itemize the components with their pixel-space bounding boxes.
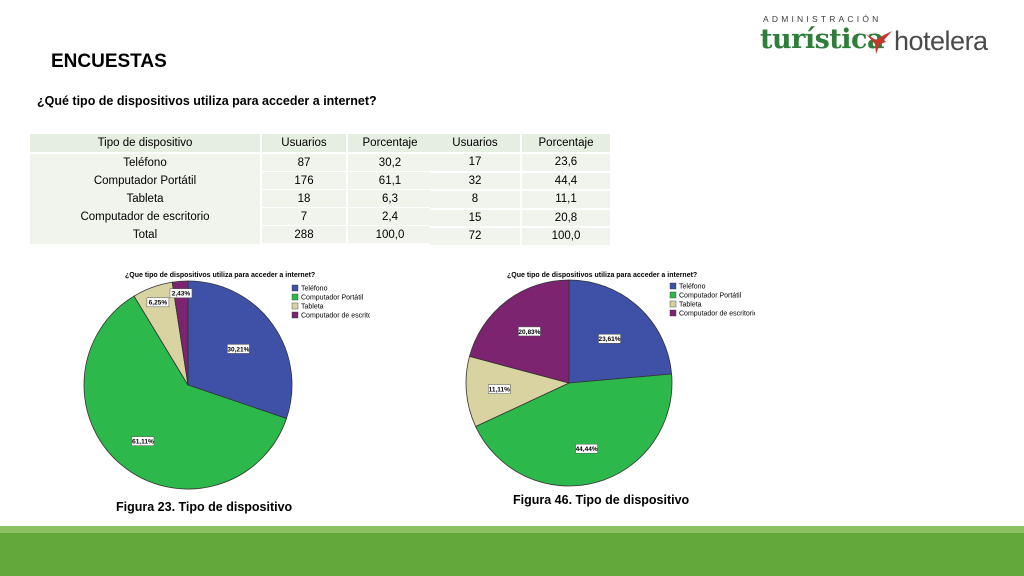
- legend-swatch: [669, 309, 677, 317]
- device-table-2: Usuarios Porcentaje 17 23,6 32 44,4 8 11…: [430, 134, 612, 247]
- survey-question: ¿Qué tipo de dispositivos utiliza para a…: [37, 94, 377, 108]
- chart-title: ¿Que tipo de dispositivos utiliza para a…: [125, 272, 315, 279]
- device-table-1: Tipo de dispositivo Usuarios Porcentaje …: [30, 134, 434, 244]
- table-row: 72 100,0: [430, 228, 612, 247]
- table-row: 17 23,6: [430, 154, 612, 173]
- table-header: Usuarios: [430, 134, 522, 154]
- data-label-box: [146, 297, 170, 308]
- table-row: Total 288 100,0: [30, 226, 434, 244]
- footer-strip: [0, 526, 1024, 533]
- figure-caption-1: Figura 23. Tipo de dispositivo: [116, 500, 293, 514]
- pie-slice-2: [475, 373, 673, 487]
- table-cell: 44,4: [522, 172, 612, 191]
- legend-label: Tableta: [679, 302, 702, 309]
- table-cell: 6,3: [348, 190, 434, 208]
- brand-logo: ADMINISTRACIÓN turística hotelera: [760, 12, 1010, 62]
- table-cell: 100,0: [522, 228, 612, 247]
- logo-right-text: hotelera: [894, 26, 988, 56]
- legend-swatch: [669, 291, 677, 299]
- table-cell: 20,8: [522, 209, 612, 228]
- pie-slice-1: [568, 279, 673, 384]
- table-cell: Computador de escritorio: [30, 208, 262, 226]
- table-row: Computador Portátil 176 61,1: [30, 172, 434, 190]
- chart-title: ¿Que tipo de dispositivos utiliza para a…: [507, 272, 697, 279]
- table-row: 8 11,1: [430, 191, 612, 210]
- data-label-box: [169, 288, 193, 299]
- data-label-box: [598, 334, 621, 344]
- table-cell: 72: [430, 228, 522, 247]
- table-row: Teléfono 87 30,2: [30, 154, 434, 172]
- hummingbird-icon: [866, 31, 892, 54]
- table-header: Tipo de dispositivo: [30, 134, 262, 154]
- legend-swatch: [291, 284, 299, 292]
- data-label: 61,11%: [132, 439, 154, 446]
- table-row: 15 20,8: [430, 209, 612, 228]
- legend-label: Computador de escritorio: [301, 313, 370, 320]
- data-label: 11,11%: [489, 386, 511, 393]
- legend-label: Computador Portátil: [301, 295, 364, 302]
- legend-swatch: [291, 311, 299, 319]
- data-label-box: [575, 443, 598, 454]
- figure-caption-2: Figura 46. Tipo de dispositivo: [513, 493, 690, 507]
- legend-swatch: [291, 302, 299, 310]
- legend-label: Teléfono: [301, 286, 328, 293]
- pie-chart-2: ¿Que tipo de dispositivos utiliza para a…: [465, 272, 755, 487]
- data-label-box: [488, 384, 511, 394]
- table-cell: 30,2: [348, 154, 434, 172]
- table-cell: 7: [262, 208, 348, 226]
- data-label: 20,83%: [518, 329, 540, 336]
- table-cell: Computador Portátil: [30, 172, 262, 190]
- table-row: Computador de escritorio 7 2,4: [30, 208, 434, 226]
- data-label: 2,43%: [172, 291, 191, 298]
- footer-bar: [0, 526, 1024, 576]
- data-label-box: [131, 436, 155, 446]
- legend-label: Computador de escritorio: [679, 311, 755, 318]
- table-cell: 100,0: [348, 226, 434, 244]
- data-label: 44,44%: [576, 446, 598, 453]
- legend-label: Computador Portátil: [679, 293, 742, 300]
- logo-left-text: turística: [760, 24, 884, 55]
- table-cell: Teléfono: [30, 154, 262, 172]
- table-cell: 17: [430, 154, 522, 173]
- table-cell: 32: [430, 172, 522, 191]
- pie-slice-4: [171, 280, 189, 386]
- table-cell: 87: [262, 154, 348, 172]
- table-row: 32 44,4: [430, 172, 612, 191]
- table-row: Tableta 18 6,3: [30, 190, 434, 208]
- table-header: Usuarios: [262, 134, 348, 154]
- page-title: ENCUESTAS: [51, 51, 167, 72]
- legend-label: Tableta: [301, 304, 324, 311]
- data-label: 23,61%: [599, 336, 621, 343]
- table-cell: 23,6: [522, 154, 612, 173]
- table-cell: 2,4: [348, 208, 434, 226]
- data-label-box: [518, 326, 541, 337]
- table-cell: Total: [30, 226, 262, 244]
- table-cell: 176: [262, 172, 348, 190]
- table-cell: 8: [430, 191, 522, 210]
- data-label: 6,25%: [149, 300, 168, 307]
- legend-swatch: [669, 300, 677, 308]
- table-cell: 61,1: [348, 172, 434, 190]
- table-header: Porcentaje: [522, 134, 612, 154]
- legend-swatch: [291, 293, 299, 301]
- legend-label: Teléfono: [679, 284, 706, 291]
- table-header: Porcentaje: [348, 134, 434, 154]
- table-cell: Tableta: [30, 190, 262, 208]
- pie-slice-3: [465, 355, 571, 428]
- table-cell: 18: [262, 190, 348, 208]
- logo-top-text: ADMINISTRACIÓN: [763, 14, 882, 24]
- pie-chart-1: ¿Que tipo de dispositivos utiliza para a…: [83, 272, 370, 490]
- table-cell: 11,1: [522, 191, 612, 210]
- data-label-box: [227, 344, 250, 354]
- legend-swatch: [669, 282, 677, 290]
- table-cell: 15: [430, 209, 522, 228]
- table-cell: 288: [262, 226, 348, 244]
- data-label: 30,21%: [227, 346, 249, 353]
